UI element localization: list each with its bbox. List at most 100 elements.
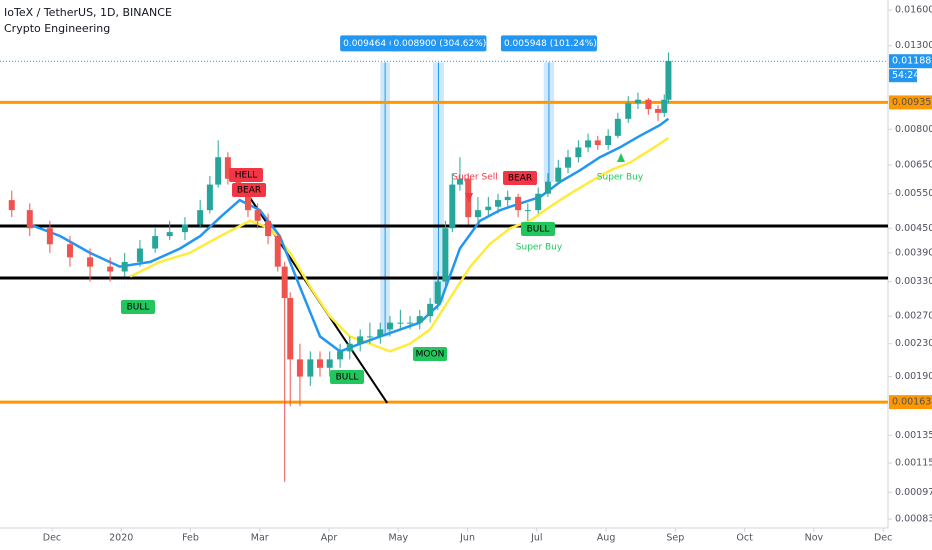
x-tick-label: Oct: [736, 533, 753, 544]
candle-body: [326, 359, 333, 368]
signal-label: HELL: [235, 171, 257, 181]
candle-body: [107, 266, 114, 272]
candle-body: [585, 140, 592, 148]
plot-area: [0, 52, 888, 482]
candle-body: [634, 99, 641, 104]
signal-label: MOON: [416, 350, 445, 360]
candle-body: [152, 236, 159, 249]
candle-body: [274, 236, 281, 267]
candle-body: [296, 359, 303, 377]
signal-label: BEAR: [508, 174, 532, 184]
candle-body: [524, 210, 531, 212]
signal-label: BEAR: [237, 186, 261, 196]
candle-body: [625, 103, 632, 119]
candle-body: [665, 60, 672, 100]
candle-body: [655, 109, 662, 113]
indicator-name: Crypto Engineering: [4, 22, 110, 35]
candle-body: [575, 147, 582, 158]
x-tick-label: Jun: [459, 533, 475, 544]
candle-body: [407, 322, 414, 324]
candle-body: [449, 184, 456, 229]
x-tick-label: Aug: [597, 533, 616, 544]
candle-body: [416, 316, 423, 323]
moving-average: [129, 137, 670, 353]
candle-body: [377, 329, 384, 337]
signal-box: [229, 168, 263, 182]
price-label: 0.009352: [892, 97, 932, 108]
buy-marker: [617, 153, 625, 162]
sell-marker: [465, 193, 473, 203]
candle-body: [181, 224, 188, 233]
signal-label: BULL: [127, 303, 150, 313]
candle-body: [485, 206, 492, 211]
candle-body: [495, 200, 502, 207]
candle-body: [46, 228, 53, 245]
price-label-box: [889, 95, 932, 110]
candle-body: [337, 351, 344, 360]
candle-body: [215, 157, 222, 185]
candle-body: [346, 343, 353, 352]
signal-label: BULL: [336, 373, 359, 383]
candle-body: [224, 157, 231, 179]
measure-label-box: [340, 35, 399, 52]
candle-body: [166, 232, 173, 237]
candle-body: [442, 228, 449, 282]
candle-body: [307, 359, 314, 377]
candle-body: [645, 99, 652, 110]
x-tick-label: Mar: [251, 533, 269, 544]
candle-body: [504, 196, 511, 201]
candle-body: [535, 193, 542, 211]
candle-body: [456, 178, 463, 185]
x-tick-label: Nov: [805, 533, 824, 544]
candle-body: [281, 266, 288, 299]
candle-body: [287, 298, 294, 360]
candle-body: [136, 248, 143, 262]
candle-body: [605, 135, 612, 146]
countdown-label: 54:24: [892, 70, 919, 81]
candle-body: [317, 359, 324, 368]
candle-body: [564, 157, 571, 168]
x-tick-label: Dec: [43, 533, 61, 544]
candle-body: [614, 118, 621, 136]
candle-body: [197, 210, 204, 225]
candle-body: [427, 303, 434, 317]
candle-body: [434, 281, 441, 304]
x-tick-label: May: [388, 533, 408, 544]
candle-body: [265, 220, 272, 237]
chart-title: IoTeX / TetherUS, 1D, BINANCE: [4, 6, 172, 19]
candle-body: [206, 184, 213, 211]
candle-body: [555, 167, 562, 182]
last-price-label: 0.011883: [892, 56, 932, 67]
measure-label-box: [500, 35, 597, 52]
signal-box: [413, 347, 447, 361]
candle-body: [254, 210, 261, 221]
measure-label: 0.009464 (392.: [343, 39, 412, 49]
signal-box: [232, 183, 266, 197]
candle-body: [121, 261, 128, 272]
signal-box: [121, 300, 155, 314]
candle-body: [357, 336, 364, 344]
x-tick-label: Apr: [321, 533, 338, 544]
candle-body: [66, 244, 73, 258]
candle-body: [8, 200, 15, 211]
candle-body: [594, 140, 601, 146]
x-tick-label: Sep: [666, 533, 684, 544]
candle-body: [87, 257, 94, 267]
candle-body: [366, 336, 373, 338]
measure-label: 0.005948 (101.24%) 5948: [504, 39, 623, 49]
price-label-box: [889, 395, 932, 410]
